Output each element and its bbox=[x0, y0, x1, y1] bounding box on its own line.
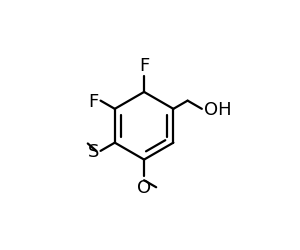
Text: O: O bbox=[137, 178, 151, 196]
Text: F: F bbox=[139, 57, 149, 75]
Text: F: F bbox=[88, 92, 99, 110]
Text: OH: OH bbox=[204, 100, 231, 118]
Text: S: S bbox=[88, 142, 99, 160]
